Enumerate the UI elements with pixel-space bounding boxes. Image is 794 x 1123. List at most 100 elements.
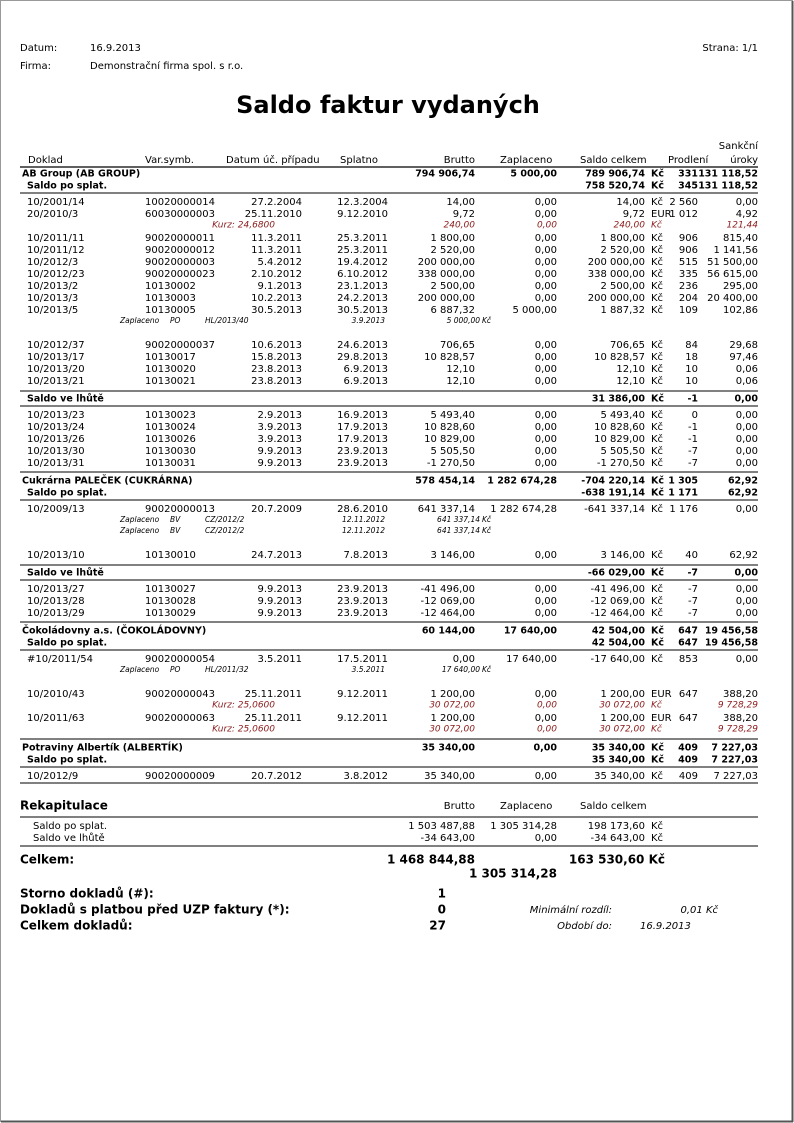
subtotal: -1	[687, 394, 698, 405]
subtotal: -638 191,14	[581, 488, 645, 499]
invoice-cell: 10/2013/24	[27, 422, 85, 433]
customer-total: 789 906,74	[585, 169, 645, 180]
invoice-cell: -41 496,00	[590, 584, 645, 595]
subtotal: Kč	[651, 755, 664, 766]
invoice-cell: 0,00	[535, 281, 557, 292]
invoice-cell: 10/2011/12	[27, 245, 85, 256]
summary-note-label: Období do:	[557, 920, 612, 932]
total-label: Celkem:	[20, 853, 74, 867]
label: Firma:	[20, 61, 51, 72]
summary-value: 0	[438, 903, 446, 917]
exchange-rate: 0,00	[537, 701, 557, 711]
customer-total: 19 456,58	[705, 626, 759, 637]
invoice-cell: 20/2010/3	[27, 209, 78, 220]
column-header: Splatno	[340, 155, 378, 166]
recap-cell: Kč	[651, 832, 663, 844]
invoice-cell: 56 615,00	[707, 269, 758, 280]
invoice-cell: 90020000054	[145, 654, 215, 665]
invoice-cell: Kč	[651, 304, 663, 316]
invoice-cell: 9,72	[623, 209, 645, 220]
subtotal: 19 456,58	[705, 638, 759, 649]
subtotal: Kč	[651, 568, 664, 579]
invoice-cell: 0,00	[535, 422, 557, 433]
subtotal: Kč	[651, 181, 664, 192]
recap-cell: 0,00	[535, 833, 557, 844]
invoice-cell: 1 800,00	[600, 233, 645, 244]
exchange-rate: Kč	[651, 220, 663, 231]
invoice-cell: 1 176	[669, 504, 698, 515]
invoice-cell: 11.3.2011	[251, 233, 302, 244]
invoice-cell: 388,20	[723, 713, 758, 724]
invoice-cell: 10 828,60	[424, 422, 475, 433]
invoice-cell: 3.9.2013	[257, 422, 302, 433]
payment: PO	[170, 316, 181, 325]
invoice-cell: 204	[679, 293, 698, 304]
exchange-rate: 30 072,00	[599, 701, 645, 711]
invoice-cell: 10130017	[145, 352, 196, 363]
invoice-cell: 0,00	[535, 245, 557, 256]
invoice-cell: 10/2012/37	[27, 340, 85, 351]
invoice-cell: 2 520,00	[600, 245, 645, 256]
payment: Kč	[482, 316, 492, 325]
invoice-cell: Kč	[651, 653, 663, 665]
invoice-cell: 10.6.2013	[251, 340, 302, 351]
invoice-cell: 1 012	[669, 209, 698, 220]
invoice-cell: 10/2012/23	[27, 269, 85, 280]
invoice-cell: Kč	[651, 421, 663, 433]
invoice-cell: Kč	[651, 445, 663, 457]
exchange-rate: 30 072,00	[429, 725, 475, 735]
invoice-cell: 20 400,00	[707, 293, 758, 304]
invoice-cell: 90020000012	[145, 245, 215, 256]
customer-total: Cukrárna PALEČEK (CUKRÁRNA)	[22, 475, 192, 487]
invoice-cell: 10	[685, 376, 698, 387]
payment: 12.11.2012	[342, 526, 385, 535]
customer-total: 35 340,00	[592, 743, 646, 754]
customer-total: 42 504,00	[592, 626, 646, 637]
customer-total: 7 227,03	[711, 743, 758, 754]
invoice-cell: 12,10	[446, 364, 475, 375]
invoice-cell: 236	[679, 281, 698, 292]
invoice-cell: 9.12.2011	[337, 689, 388, 700]
invoice-cell: 6.10.2012	[337, 269, 388, 280]
invoice-cell: Kč	[651, 363, 663, 375]
subtotal: -66 029,00	[588, 568, 646, 579]
invoice-cell: 0,00	[736, 654, 758, 665]
invoice-cell: 60030000003	[145, 209, 215, 220]
recap-cell: 1 503 487,88	[408, 821, 475, 832]
invoice-cell: 23.9.2013	[337, 596, 388, 607]
invoice-cell: 853	[679, 654, 698, 665]
invoice-cell: 16.9.2013	[337, 410, 388, 421]
invoice-cell: 10130027	[145, 584, 196, 595]
invoice-cell: 10130020	[145, 364, 196, 375]
invoice-cell: -17 640,00	[590, 654, 645, 665]
invoice-cell: 1 800,00	[430, 233, 475, 244]
invoice-cell: 24.2.2013	[337, 293, 388, 304]
invoice-cell: -641 337,14	[584, 504, 645, 515]
invoice-cell: 647	[679, 689, 698, 700]
invoice-cell: 10/2013/5	[27, 305, 78, 316]
invoice-cell: 10/2001/14	[27, 197, 85, 208]
invoice-cell: 3.8.2012	[343, 771, 388, 782]
subtotal: 31 386,00	[592, 394, 646, 405]
invoice-cell: 2 520,00	[430, 245, 475, 256]
payment: 641 337,14	[437, 526, 480, 535]
invoice-cell: 4,92	[736, 209, 758, 220]
subtotal: 647	[678, 638, 698, 649]
exchange-rate: Kč	[651, 700, 663, 711]
column-header: Zaplaceno	[500, 801, 552, 812]
invoice-cell: 0,00	[736, 434, 758, 445]
invoice-cell: 6 887,32	[430, 305, 475, 316]
invoice-cell: 0,00	[736, 422, 758, 433]
invoice-cell: 0,00	[535, 376, 557, 387]
customer-total: AB Group (AB GROUP)	[22, 169, 140, 180]
invoice-cell: 200 000,00	[418, 293, 475, 304]
invoice-cell: 28.6.2010	[337, 504, 388, 515]
invoice-cell: 90020000063	[145, 713, 215, 724]
invoice-cell: 23.9.2013	[337, 458, 388, 469]
invoice-cell: 0,06	[736, 376, 758, 387]
invoice-cell: 3.9.2013	[257, 434, 302, 445]
invoice-cell: Kč	[651, 595, 663, 607]
invoice-cell: 0,00	[535, 352, 557, 363]
invoice-cell: -7	[688, 458, 698, 469]
invoice-cell: 10	[685, 364, 698, 375]
